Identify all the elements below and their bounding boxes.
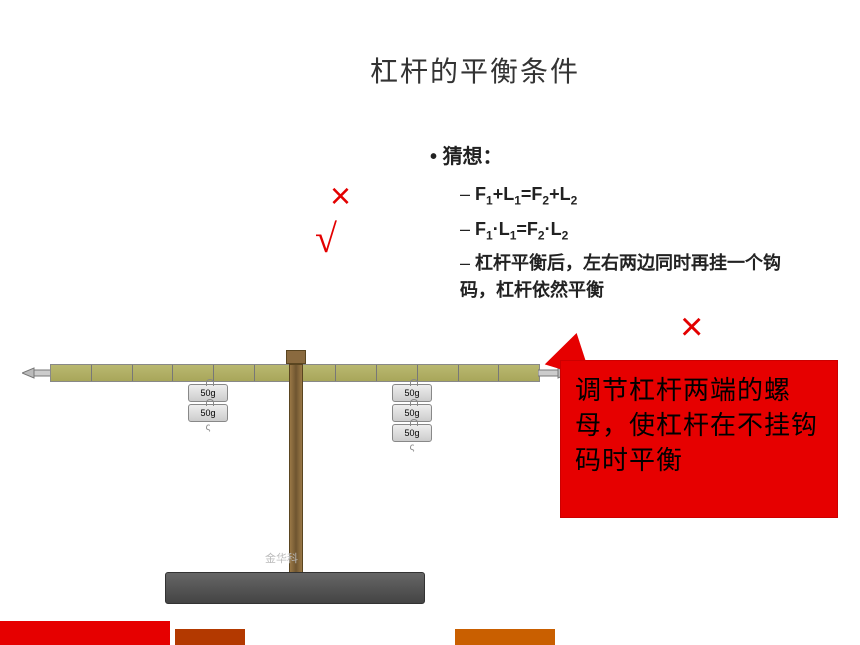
hypothesis-label: 猜想： [430, 140, 810, 169]
hook-icon: ς [206, 422, 211, 433]
hypothesis-item-3: 杠杆平衡后，左右两边同时再挂一个钩码，杠杆依然平衡 [460, 250, 810, 304]
hook-icon: ς [410, 442, 415, 453]
cross-mark-icon: × [680, 305, 703, 350]
accent-bar [0, 621, 170, 645]
lever-apparatus: 金华科 50g 50g ς 50g 50g 50g ς [20, 350, 580, 630]
stand-top [286, 350, 306, 364]
accent-bar [175, 629, 245, 645]
left-weights: 50g 50g ς [188, 384, 228, 433]
accent-bar [455, 629, 555, 645]
page-title: 杠杆的平衡条件 [370, 50, 580, 90]
apparatus-logo: 金华科 [265, 550, 298, 566]
right-weights: 50g 50g 50g ς [392, 384, 432, 453]
stand-pole [289, 364, 303, 574]
check-mark-icon: √ [315, 215, 337, 262]
weight-50g: 50g [188, 404, 228, 422]
stand-base [165, 572, 425, 604]
weight-50g: 50g [392, 424, 432, 442]
hypothesis-item-1: F1+L1=F2+L2 [460, 181, 810, 210]
hypothesis-section: 猜想： F1+L1=F2+L2 F1·L1=F2·L2 杠杆平衡后，左右两边同时… [430, 140, 810, 310]
instruction-callout: 调节杠杆两端的螺母，使杠杆在不挂钩码时平衡 [560, 360, 838, 518]
hypothesis-item-2: F1·L1=F2·L2 [460, 216, 810, 245]
cross-mark-icon: × [330, 175, 351, 217]
